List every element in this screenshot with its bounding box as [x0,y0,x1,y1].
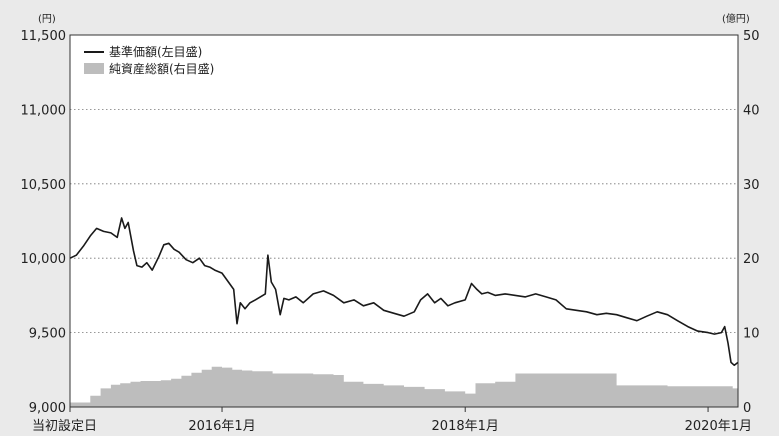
left-tick-label: 11,000 [21,103,67,118]
plot-frame [69,34,739,408]
x-tick-label: 当初設定日 [32,418,97,434]
legend-label-net-assets: 純資産総額(右目盛) [109,61,214,76]
legend-label-nav: 基準価額(左目盛) [109,44,202,59]
right-tick-label: 0 [743,401,751,416]
left-tick-label: 10,500 [21,178,67,193]
right-tick-label: 30 [743,178,760,193]
legend: 基準価額(左目盛) 純資産総額(右目盛) [84,44,214,76]
left-tick-label: 9,500 [29,327,66,342]
x-tick-label: 2018年1月 [432,419,499,434]
left-tick-label: 10,000 [21,252,67,267]
right-axis-unit: (億円) [722,12,750,25]
nav-line [69,217,739,367]
legend-swatch-net-assets [84,63,104,74]
plot-area [70,35,738,407]
right-tick-label: 10 [743,327,760,342]
right-tick-label: 20 [743,252,760,267]
left-tick-label: 9,000 [29,401,66,416]
left-tick-label: 11,500 [21,29,67,44]
axis-ticks: 9,000 9,500 10,000 10,500 11,000 11,500 0 10 20 3… [21,29,760,434]
x-tick-label: 2020年1月 [685,419,752,434]
gridlines [70,109,738,334]
left-axis-unit: (円) [38,14,56,25]
right-tick-label: 50 [743,29,760,44]
x-tick-label: 2016年1月 [188,419,255,434]
net-assets-area [70,366,738,407]
right-tick-label: 40 [743,103,760,118]
